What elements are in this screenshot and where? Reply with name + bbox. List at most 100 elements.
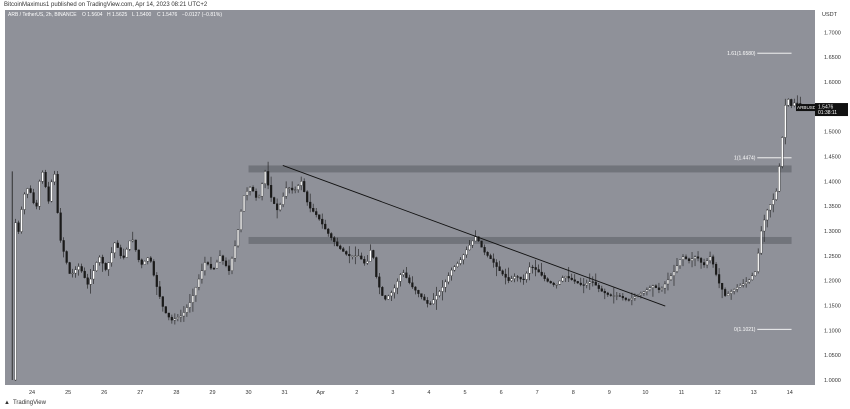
candle-body bbox=[784, 105, 787, 138]
candle-body bbox=[351, 255, 354, 257]
candle-body bbox=[188, 302, 192, 308]
candle-body bbox=[763, 219, 766, 232]
candle-body bbox=[513, 276, 516, 279]
candle-body bbox=[176, 317, 179, 319]
candle-body bbox=[723, 289, 727, 296]
candle-body bbox=[708, 256, 712, 262]
candle-body bbox=[684, 256, 688, 259]
time-tick-label: 24 bbox=[29, 390, 35, 396]
candle-body bbox=[441, 287, 444, 292]
candle-body bbox=[591, 281, 594, 283]
candle-body bbox=[77, 266, 80, 270]
candle-body bbox=[648, 287, 652, 290]
candle-body bbox=[182, 312, 186, 317]
candle-body bbox=[294, 189, 297, 191]
candle-body bbox=[239, 210, 243, 230]
candle-body bbox=[179, 315, 182, 318]
candle-body bbox=[83, 270, 86, 278]
candle-body bbox=[89, 278, 92, 285]
candle-body bbox=[423, 296, 426, 301]
last-price-tag bbox=[815, 103, 848, 117]
candle-body bbox=[23, 193, 26, 210]
chart-area[interactable]: ARB / TetherUS, 2h, BINANCE O 1.5604 H 1… bbox=[0, 10, 850, 398]
candle-body bbox=[242, 195, 246, 212]
candle-body bbox=[224, 260, 228, 266]
candle-body bbox=[411, 282, 414, 288]
candle-body bbox=[104, 263, 107, 270]
candle-body bbox=[381, 287, 384, 296]
price-tick-label: 1.4500 bbox=[824, 155, 841, 161]
candle-body bbox=[669, 275, 673, 281]
price-tick-label: 1.6000 bbox=[824, 80, 841, 86]
price-axis-ticks: 1.70001.65001.60001.55001.50001.45001.40… bbox=[824, 30, 841, 384]
candle-body bbox=[254, 191, 258, 198]
candles bbox=[11, 95, 808, 381]
candle-body bbox=[778, 166, 781, 192]
candle-body bbox=[420, 293, 423, 298]
candle-body bbox=[300, 181, 303, 186]
candle-body bbox=[56, 174, 59, 213]
candle-body bbox=[651, 285, 655, 288]
fib-label-2: 1(1.4474) bbox=[734, 155, 756, 161]
publisher-header: BitcoinMaximus1 published on TradingView… bbox=[0, 0, 850, 10]
candle-body bbox=[38, 181, 41, 207]
candle-body bbox=[318, 214, 321, 220]
horizontal-zone-1 bbox=[248, 165, 792, 173]
candle-body bbox=[660, 287, 664, 290]
candle-body bbox=[143, 260, 146, 265]
candle-body bbox=[720, 283, 724, 290]
candle-body bbox=[766, 209, 769, 221]
candle-body bbox=[639, 293, 643, 296]
candle-body bbox=[726, 293, 730, 296]
candle-body bbox=[429, 303, 432, 305]
time-tick-label: 9 bbox=[608, 390, 611, 396]
candle-body bbox=[528, 266, 531, 274]
trendline-group bbox=[282, 165, 666, 307]
publisher-line: BitcoinMaximus1 published on TradingView… bbox=[4, 2, 208, 8]
candle-body bbox=[125, 249, 128, 258]
candle-body bbox=[20, 209, 23, 232]
candle-body bbox=[510, 278, 513, 281]
price-axis-unit: USDT bbox=[822, 12, 838, 18]
fib-levels: 1.61(1.6580) 1(1.4474) 0(1.1021) bbox=[727, 51, 792, 333]
candlestick-chart[interactable]: ARB / TetherUS, 2h, BINANCE O 1.5604 H 1… bbox=[0, 10, 850, 398]
descending-trendline[interactable] bbox=[282, 165, 666, 307]
candle-body bbox=[221, 255, 225, 262]
candle-body bbox=[594, 281, 597, 286]
candle-body bbox=[435, 295, 438, 300]
candle-body bbox=[306, 191, 309, 203]
candle-body bbox=[269, 185, 273, 198]
candle-body bbox=[357, 255, 360, 257]
time-tick-label: 14 bbox=[787, 390, 793, 396]
candle-body bbox=[98, 256, 101, 263]
candle-body bbox=[282, 196, 285, 205]
candle-body bbox=[372, 250, 375, 258]
candle-body bbox=[624, 297, 627, 300]
candle-body bbox=[74, 269, 77, 274]
candle-body bbox=[65, 251, 68, 263]
candle-body bbox=[630, 298, 634, 301]
time-tick-label: 26 bbox=[101, 390, 107, 396]
candle-body bbox=[215, 261, 219, 269]
bar-countdown: 01:38:11 bbox=[818, 110, 837, 116]
candle-body bbox=[462, 254, 465, 261]
candle-body bbox=[417, 290, 420, 294]
candle-body bbox=[363, 258, 366, 264]
time-tick-label: 6 bbox=[500, 390, 503, 396]
candle-body bbox=[687, 258, 691, 262]
time-tick-label: 4 bbox=[427, 390, 430, 396]
candle-body bbox=[327, 228, 330, 234]
last-price-value: 1.5476 bbox=[818, 105, 834, 111]
candle-body bbox=[71, 272, 74, 275]
candle-body bbox=[396, 281, 399, 289]
candle-body bbox=[615, 295, 618, 297]
candle-body bbox=[606, 292, 609, 295]
fib-label-1: 1.61(1.6580) bbox=[727, 51, 756, 57]
candle-body bbox=[678, 259, 682, 266]
candle-body bbox=[561, 277, 564, 282]
candle-body bbox=[200, 270, 204, 280]
candle-body bbox=[573, 279, 576, 282]
candle-body bbox=[342, 248, 345, 252]
candle-body bbox=[585, 283, 588, 286]
candle-body bbox=[495, 262, 498, 267]
